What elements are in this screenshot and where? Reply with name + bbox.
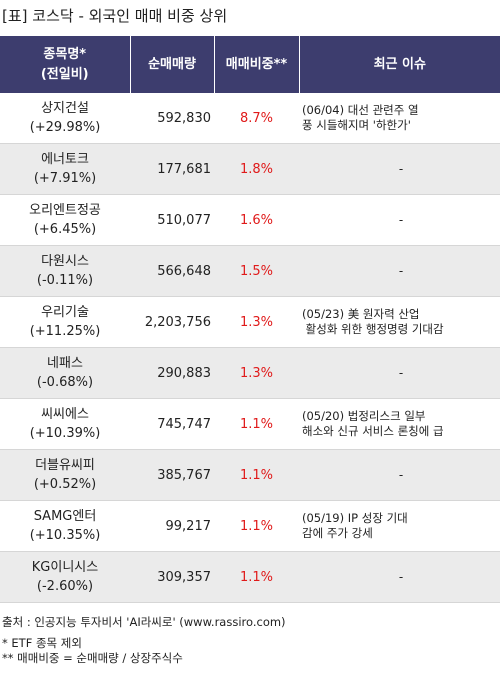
stock-name: 네패스: [47, 356, 83, 371]
net-volume: 99,217: [130, 500, 214, 552]
table-row: SAMG엔터 (+10.35%) 99,217 1.1% (05/19) IP 성장 기…: [0, 500, 500, 552]
header-name-line2: (전일비): [40, 66, 89, 82]
recent-issue-line: (05/23) 美 원자력 산업: [302, 307, 420, 321]
stock-name-cell: 상지건설 (+29.98%): [0, 93, 130, 144]
stock-change: (+6.45%): [33, 222, 97, 237]
stock-change: (+10.35%): [29, 528, 101, 543]
trade-ratio: 1.5%: [214, 245, 299, 297]
table-row: 상지건설 (+29.98%) 592,830 8.7% (06/04) 대선 관련주 열…: [0, 93, 500, 144]
recent-issue-line: 해소와 신규 서비스 론칭에 급: [302, 424, 444, 438]
recent-issue: -: [299, 551, 500, 603]
net-volume: 592,830: [130, 93, 214, 144]
table-row: 네패스 (-0.68%) 290,883 1.3% -: [0, 347, 500, 399]
trade-ratio: 1.1%: [214, 551, 299, 603]
table-header-row: 종목명* (전일비) 순매매량 매매비중** 최근 이슈: [0, 36, 500, 93]
trade-ratio: 1.3%: [214, 347, 299, 399]
recent-issue-line: 활성화 위한 행정명령 기대감: [302, 322, 444, 336]
stock-change: (-0.68%): [36, 375, 94, 390]
notes: 출처 : 인공지능 투자비서 'AI라씨로' (www.rassiro.com)…: [2, 614, 286, 666]
stock-name: SAMG엔터: [33, 509, 97, 524]
recent-issue: -: [299, 143, 500, 195]
trade-ratio: 8.7%: [214, 93, 299, 144]
recent-issue: -: [299, 194, 500, 246]
table-row: 에너토크 (+7.91%) 177,681 1.8% -: [0, 143, 500, 195]
recent-issue: -: [299, 347, 500, 399]
header-volume: 순매매량: [130, 36, 215, 93]
stock-name: 에너토크: [41, 152, 89, 167]
recent-issue-line: -: [398, 365, 404, 380]
page-title: [표] 코스닥 - 외국인 매매 비중 상위: [2, 7, 228, 25]
net-volume: 290,883: [130, 347, 214, 399]
table-row: 다원시스 (-0.11%) 566,648 1.5% -: [0, 245, 500, 297]
stock-change: (+10.39%): [29, 426, 101, 441]
source-text: 출처 : 인공지능 투자비서 'AI라씨로' (www.rassiro.com): [2, 615, 286, 629]
stock-change: (+7.91%): [33, 171, 97, 186]
stock-change: (+29.98%): [29, 120, 101, 135]
trade-ratio: 1.1%: [214, 398, 299, 450]
net-volume: 309,357: [130, 551, 214, 603]
header-issue: 최근 이슈: [299, 36, 500, 93]
recent-issue: (05/23) 美 원자력 산업 활성화 위한 행정명령 기대감: [299, 296, 500, 348]
table-row: 오리엔트정공 (+6.45%) 510,077 1.6% -: [0, 194, 500, 246]
recent-issue-line: 감에 주가 강세: [302, 526, 373, 540]
stock-name: 우리기술: [41, 305, 89, 320]
trade-ratio: 1.8%: [214, 143, 299, 195]
table-row: 우리기술 (+11.25%) 2,203,756 1.3% (05/23) 美 원자력 …: [0, 296, 500, 348]
stock-name-cell: 더블유씨피 (+0.52%): [0, 449, 130, 501]
stock-name-cell: KG이니시스 (-2.60%): [0, 551, 130, 603]
stock-change: (+11.25%): [29, 324, 101, 339]
recent-issue-line: -: [398, 263, 404, 278]
header-name: 종목명* (전일비): [0, 36, 131, 93]
table-row: KG이니시스 (-2.60%) 309,357 1.1% -: [0, 551, 500, 603]
footnote-ratio: ** 매매비중 = 순매매량 / 상장주식수: [2, 651, 183, 665]
recent-issue-line: (05/19) IP 성장 기대: [302, 511, 408, 525]
net-volume: 2,203,756: [130, 296, 214, 348]
net-volume: 745,747: [130, 398, 214, 450]
table-row: 더블유씨피 (+0.52%) 385,767 1.1% -: [0, 449, 500, 501]
net-volume: 177,681: [130, 143, 214, 195]
footnote-etf: * ETF 종목 제외: [2, 636, 82, 650]
stock-name-cell: 우리기술 (+11.25%): [0, 296, 130, 348]
header-name-line1: 종목명*: [43, 46, 87, 62]
stock-name-cell: 다원시스 (-0.11%): [0, 245, 130, 297]
trade-ratio: 1.3%: [214, 296, 299, 348]
stock-name-cell: 에너토크 (+7.91%): [0, 143, 130, 195]
stock-change: (-2.60%): [36, 579, 94, 594]
recent-issue-line: (06/04) 대선 관련주 열: [302, 103, 419, 117]
stock-name: 씨씨에스: [41, 407, 89, 422]
trade-ratio: 1.1%: [214, 449, 299, 501]
trade-ratio: 1.6%: [214, 194, 299, 246]
stock-name: 오리엔트정공: [29, 203, 101, 218]
stock-name: 더블유씨피: [35, 458, 95, 473]
stock-name: 다원시스: [41, 254, 89, 269]
net-volume: 566,648: [130, 245, 214, 297]
recent-issue: -: [299, 449, 500, 501]
foreign-trading-table: 종목명* (전일비) 순매매량 매매비중** 최근 이슈 상지건설 (+29.98…: [0, 36, 500, 603]
recent-issue: (05/19) IP 성장 기대 감에 주가 강세: [299, 500, 500, 552]
trade-ratio: 1.1%: [214, 500, 299, 552]
table-row: 씨씨에스 (+10.39%) 745,747 1.1% (05/20) 법정리스크 일부…: [0, 398, 500, 450]
recent-issue-line: -: [398, 467, 404, 482]
stock-name-cell: 씨씨에스 (+10.39%): [0, 398, 130, 450]
stock-name: KG이니시스: [31, 560, 99, 575]
stock-change: (+0.52%): [33, 477, 97, 492]
net-volume: 385,767: [130, 449, 214, 501]
recent-issue: -: [299, 245, 500, 297]
recent-issue-line: -: [398, 161, 404, 176]
stock-change: (-0.11%): [36, 273, 94, 288]
stock-name-cell: SAMG엔터 (+10.35%): [0, 500, 130, 552]
stock-name-cell: 네패스 (-0.68%): [0, 347, 130, 399]
recent-issue-line: -: [398, 569, 404, 584]
header-ratio: 매매비중**: [214, 36, 300, 93]
stock-name: 상지건설: [41, 101, 89, 116]
net-volume: 510,077: [130, 194, 214, 246]
recent-issue-line: 풍 시들해지며 '하한가': [302, 118, 411, 132]
recent-issue: (05/20) 법정리스크 일부 해소와 신규 서비스 론칭에 급: [299, 398, 500, 450]
stock-name-cell: 오리엔트정공 (+6.45%): [0, 194, 130, 246]
recent-issue-line: -: [398, 212, 404, 227]
recent-issue-line: (05/20) 법정리스크 일부: [302, 409, 426, 423]
